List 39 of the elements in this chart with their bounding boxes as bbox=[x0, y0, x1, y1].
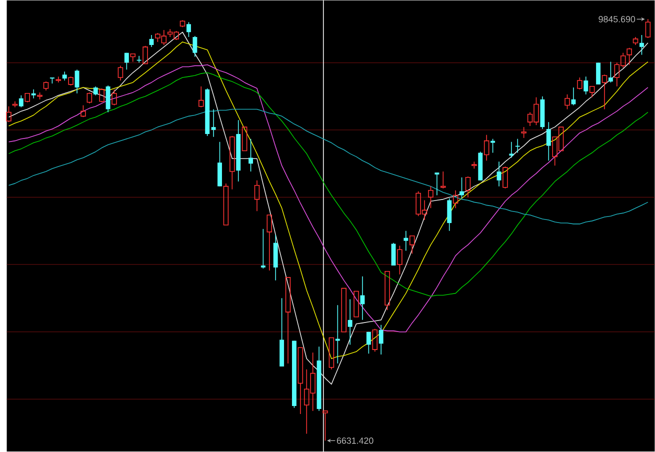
candlestick bbox=[366, 332, 371, 354]
candlestick bbox=[571, 87, 576, 106]
candlestick bbox=[74, 69, 80, 94]
candlestick bbox=[192, 36, 198, 58]
candlestick bbox=[447, 198, 452, 232]
candlestick bbox=[460, 177, 464, 199]
candlestick bbox=[378, 324, 384, 355]
candlestick bbox=[124, 52, 129, 70]
annotation: 9845.690 bbox=[598, 16, 636, 22]
candlestick bbox=[211, 108, 216, 138]
candlestick bbox=[452, 190, 458, 209]
candlestick bbox=[584, 76, 588, 95]
candlestick bbox=[254, 180, 260, 212]
candlestick bbox=[260, 228, 266, 269]
candlestick bbox=[546, 122, 551, 162]
candlestick bbox=[639, 34, 644, 56]
candlestick bbox=[348, 298, 352, 346]
candlestick bbox=[186, 22, 191, 38]
candlestick bbox=[248, 138, 254, 172]
candlestick bbox=[509, 142, 514, 158]
candlestick bbox=[496, 161, 502, 187]
candlestick bbox=[608, 61, 613, 83]
candlestick bbox=[360, 276, 365, 320]
candlestick bbox=[118, 65, 124, 81]
candlestick bbox=[18, 94, 24, 108]
candlestick bbox=[31, 89, 36, 99]
candlestick bbox=[12, 101, 18, 108]
candlestick bbox=[198, 86, 204, 108]
candlestick bbox=[56, 76, 62, 83]
candlestick bbox=[218, 142, 222, 187]
candlestick bbox=[149, 34, 154, 48]
candlestick bbox=[490, 138, 496, 154]
candlestick bbox=[484, 134, 490, 162]
candlestick bbox=[596, 62, 601, 85]
candlestick bbox=[106, 85, 110, 113]
annotation: 6631.420 bbox=[336, 438, 374, 444]
candlestick bbox=[335, 304, 340, 364]
candlestick bbox=[404, 230, 408, 252]
candlestick bbox=[434, 172, 440, 196]
